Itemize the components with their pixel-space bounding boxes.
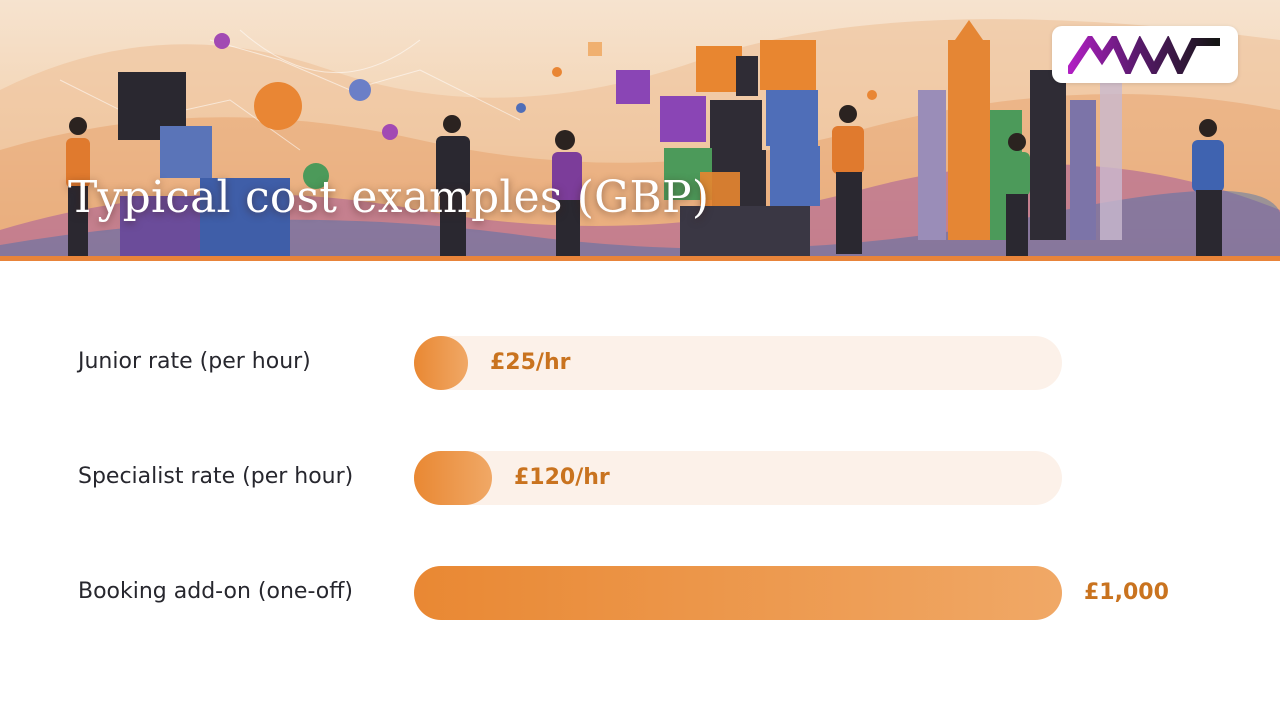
category-label: Specialist rate (per hour) xyxy=(78,464,354,489)
category-label: Junior rate (per hour) xyxy=(78,349,311,374)
bar xyxy=(414,451,492,505)
cost-chart: Junior rate (per hour) £25/hr Specialist r… xyxy=(0,262,1280,720)
bar-track xyxy=(414,566,1062,620)
bar xyxy=(414,336,468,390)
logo xyxy=(1052,26,1238,83)
value-label: £25/hr xyxy=(490,350,571,375)
bar-track xyxy=(414,336,1062,390)
banner-illustration xyxy=(0,19,1280,258)
bar-track xyxy=(414,451,1062,505)
bar xyxy=(414,566,1062,620)
value-label: £1,000 xyxy=(1084,580,1169,605)
amw-logo-icon xyxy=(1068,36,1220,74)
category-label: Booking add-on (one-off) xyxy=(78,579,353,604)
page-title: Typical cost examples (GBP) xyxy=(68,172,710,223)
value-label: £120/hr xyxy=(514,465,610,490)
banner-divider xyxy=(0,256,1280,261)
